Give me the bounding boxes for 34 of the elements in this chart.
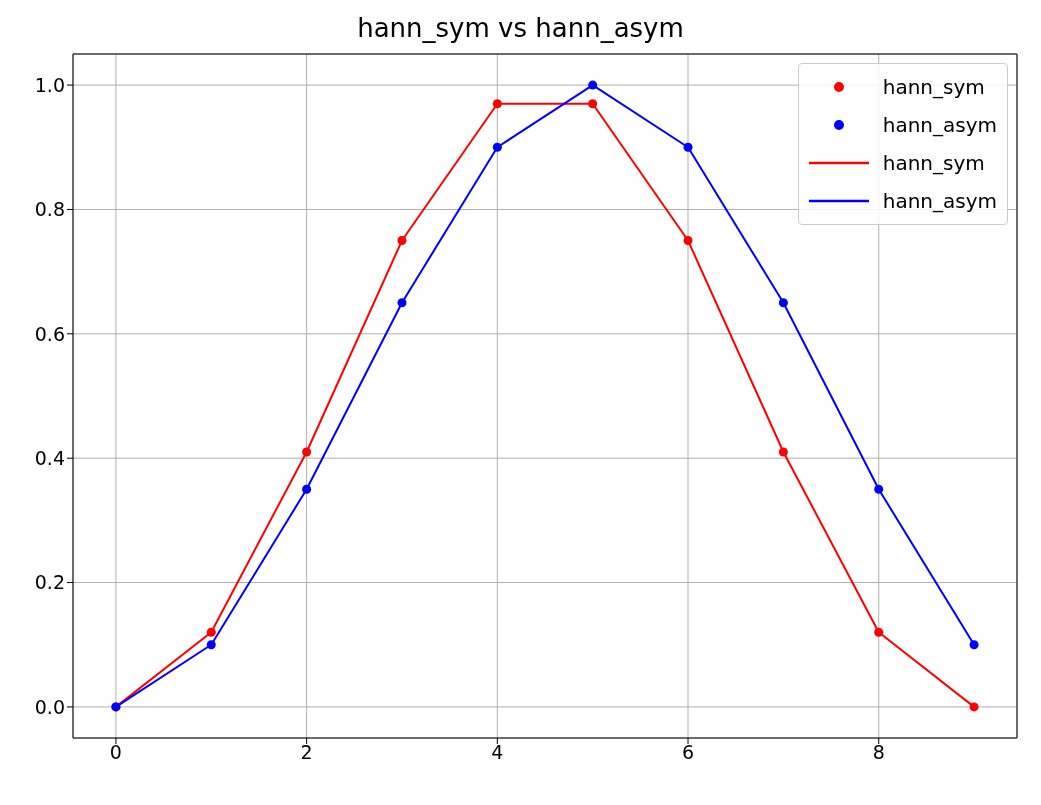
y-tick-label: 1.0 [34, 73, 65, 96]
legend-label: hann_asym [882, 189, 997, 213]
x-tick-label: 8 [872, 741, 885, 764]
point [778, 447, 788, 457]
point [302, 447, 312, 457]
chart-title: hann_sym vs hann_asym [356, 12, 685, 45]
point [969, 702, 979, 712]
point [683, 236, 693, 246]
point [302, 484, 312, 494]
x-tick-label: 0 [109, 741, 122, 764]
y-tick-label: 0.4 [34, 446, 65, 469]
y-tick-label: 0.8 [34, 198, 65, 221]
point [588, 80, 598, 90]
legend-label: hann_sym [882, 75, 985, 99]
point [206, 627, 216, 637]
point [397, 236, 407, 246]
x-tick-label: 6 [681, 741, 695, 764]
point [874, 627, 884, 637]
x-tick-label: 2 [300, 741, 313, 764]
point [206, 640, 216, 650]
legend-label: hann_sym [882, 151, 985, 175]
point [492, 142, 502, 152]
y-tick-label: 0.2 [34, 571, 65, 594]
x-tick-label: 4 [491, 741, 504, 764]
point [874, 484, 884, 494]
point [969, 640, 979, 650]
point [683, 142, 693, 152]
point [492, 99, 502, 109]
point [778, 298, 788, 308]
y-tick-label: 0.0 [34, 695, 65, 718]
y-tick-label: 0.6 [34, 322, 65, 345]
point [588, 99, 598, 109]
legend-label: hann_asym [882, 113, 997, 137]
point [397, 298, 407, 308]
